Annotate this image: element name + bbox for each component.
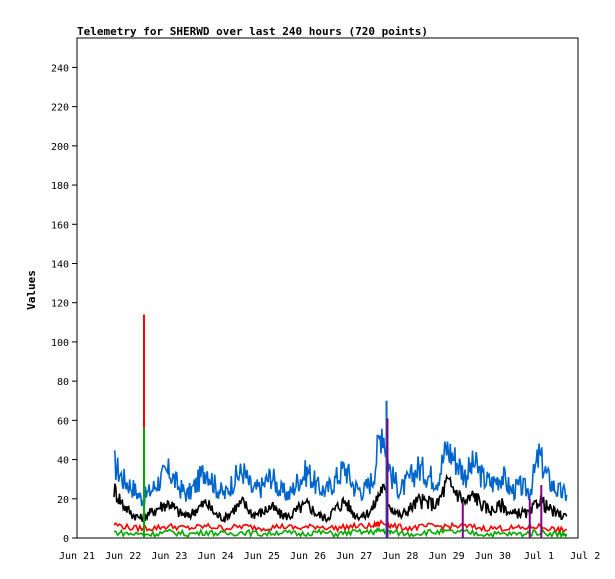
y-tick-label: 40: [57, 456, 69, 467]
x-tick-label: Jul 1: [524, 551, 554, 562]
y-tick-label: 80: [57, 377, 69, 388]
x-tick-label: Jun 25: [244, 551, 280, 562]
y-tick-label: 160: [51, 220, 69, 231]
x-tick-label: Jun 27: [336, 551, 372, 562]
y-tick-label: 240: [51, 63, 69, 74]
y-axis: 0 20 40 60 80 100 120 140 160 180 200 220 240: [51, 63, 77, 545]
y-tick-label: 220: [51, 103, 69, 114]
x-tick-label: Jun 23: [151, 551, 187, 562]
x-tick-label: Jun 29: [429, 551, 465, 562]
x-tick-label: Jun 30: [475, 551, 511, 562]
spike-layer: [142, 314, 543, 538]
plot-frame: [76, 37, 579, 539]
x-tick-label: Jun 24: [198, 551, 234, 562]
y-axis-label: Values: [25, 270, 38, 310]
series-line: [113, 428, 568, 507]
x-tick-label: Jun 22: [105, 551, 141, 562]
series-layer: [113, 428, 568, 540]
x-tick-label: Jun 26: [290, 551, 326, 562]
y-tick-label: 100: [51, 338, 69, 349]
series-line: [113, 526, 568, 540]
y-tick-label: 0: [63, 534, 69, 545]
y-tick-label: 60: [57, 416, 69, 427]
y-tick-label: 20: [57, 495, 69, 506]
y-tick-label: 120: [51, 299, 69, 310]
x-tick-label: Jul 2: [570, 551, 600, 562]
x-tick-label: Jun 21: [59, 551, 95, 562]
y-tick-label: 180: [51, 181, 69, 192]
x-axis: Jun 21 Jun 22 Jun 23 Jun 24 Jun 25 Jun 26 Jun …: [59, 551, 600, 562]
y-tick-label: 200: [51, 142, 69, 153]
series-line: [113, 519, 568, 536]
chart-title: Telemetry for SHERWD over last 240 hours…: [77, 25, 428, 38]
series-line: [113, 473, 568, 524]
x-tick-label: Jun 28: [382, 551, 418, 562]
y-tick-label: 140: [51, 259, 69, 270]
